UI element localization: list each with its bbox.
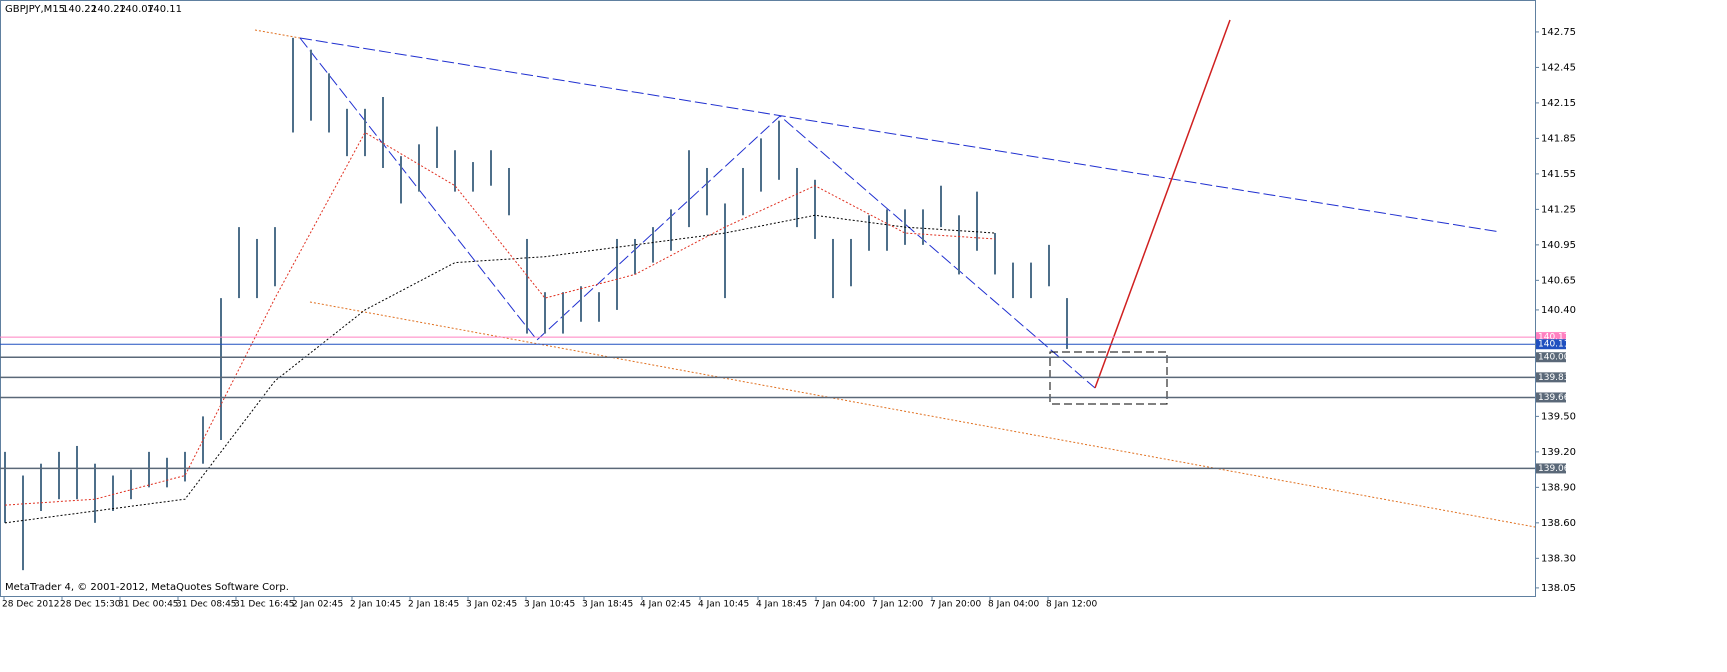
x-tick-label: 3 Jan 18:45: [582, 600, 633, 610]
ohlc-close: 140.11: [147, 4, 182, 15]
y-tick-label: 139.50: [1541, 411, 1576, 422]
x-tick-label: 31 Dec 16:45: [234, 600, 295, 610]
level-label: 139.06: [1538, 464, 1570, 474]
x-tick-label: 28 Dec 15:30: [60, 600, 121, 610]
y-tick-label: 140.95: [1541, 240, 1576, 251]
drawings: [254, 19, 1536, 528]
level-tag: [1536, 392, 1566, 403]
x-tick-label: 4 Jan 10:45: [698, 600, 749, 610]
x-tick-label: 28 Dec 2012: [2, 600, 60, 610]
level-tag: [1536, 332, 1566, 343]
x-tick-label: 7 Jan 20:00: [930, 600, 982, 610]
x-tick-label: 3 Jan 10:45: [524, 600, 575, 610]
x-tick-label: 4 Jan 02:45: [640, 600, 691, 610]
y-tick-label: 138.60: [1541, 518, 1576, 529]
symbol: GBPJPY,M15: [5, 4, 65, 15]
level-label: 139.66: [1538, 393, 1570, 403]
ohlc-high: 140.22: [91, 4, 126, 15]
level-tag: [1536, 352, 1566, 363]
y-tick-label: 141.85: [1541, 133, 1576, 144]
y-tick-label: 140.40: [1541, 305, 1576, 316]
x-tick-label: 7 Jan 12:00: [872, 600, 924, 610]
level-tag: [1536, 372, 1566, 383]
x-tick-label: 31 Dec 08:45: [176, 600, 237, 610]
ohlc-open: 140.22: [62, 4, 97, 15]
plot-frame: [0, 0, 1536, 597]
y-tick-label: 139.20: [1541, 447, 1576, 458]
y-tick-label: 142.75: [1541, 27, 1576, 38]
level-label: 140.00: [1538, 353, 1570, 363]
y-tick-label: 138.30: [1541, 553, 1576, 564]
x-tick-label: 3 Jan 02:45: [466, 600, 517, 610]
y-tick-label: 138.90: [1541, 482, 1576, 493]
x-tick-label: 2 Jan 02:45: [292, 600, 343, 610]
x-tick-label: 31 Dec 00:45: [118, 600, 179, 610]
level-tag: [1536, 339, 1566, 350]
y-tick-label: 141.55: [1541, 169, 1576, 180]
y-tick-label: 142.15: [1541, 98, 1576, 109]
x-tick-label: 7 Jan 04:00: [814, 600, 866, 610]
x-tick-label: 8 Jan 04:00: [988, 600, 1040, 610]
x-tick-label: 8 Jan 12:00: [1046, 600, 1098, 610]
level-label: 140.11: [1538, 340, 1570, 350]
moving-average: [4, 214, 996, 524]
y-tick-label: 142.45: [1541, 62, 1576, 73]
y-tick-label: 140.65: [1541, 275, 1576, 286]
x-tick-label: 2 Jan 10:45: [350, 600, 401, 610]
x-tick-label: 4 Jan 18:45: [756, 600, 807, 610]
y-tick-label: 141.25: [1541, 204, 1576, 215]
level-label: 139.83: [1538, 373, 1570, 383]
y-tick-label: 138.05: [1541, 583, 1576, 594]
x-tick-label: 2 Jan 18:45: [408, 600, 459, 610]
moving-average: [4, 131, 996, 506]
level-label: 140.17: [1538, 333, 1570, 343]
level-tag: [1536, 463, 1566, 474]
footer: MetaTrader 4, © 2001-2012, MetaQuotes So…: [5, 582, 289, 593]
ohlc-low: 140.07: [119, 4, 154, 15]
